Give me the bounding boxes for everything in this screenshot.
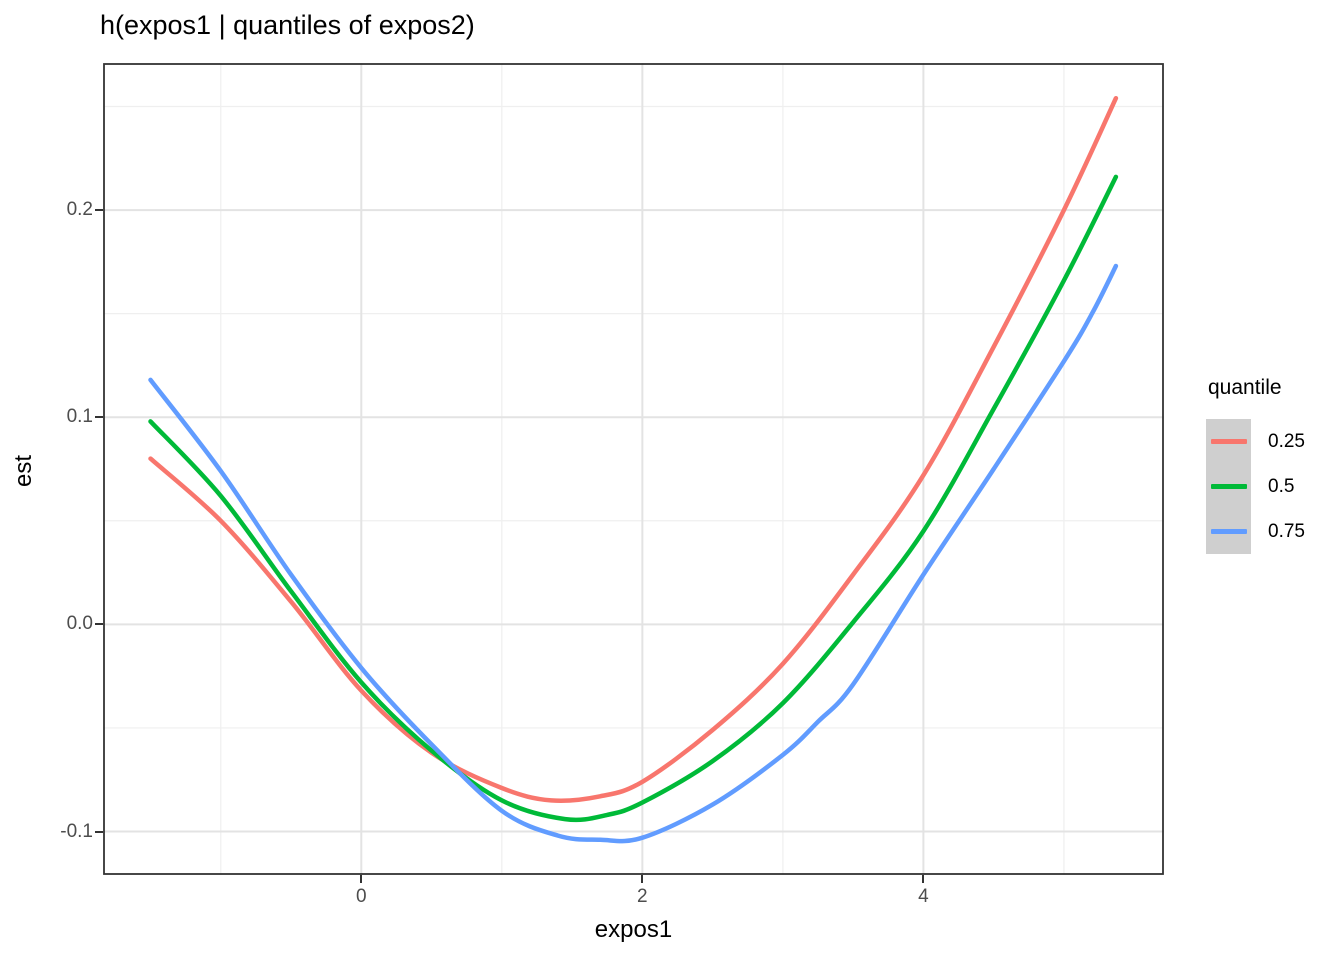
legend-label: 0.25 (1268, 430, 1305, 452)
legend-item-0.5: 0.5 (1206, 464, 1344, 509)
y-tick-mark (95, 830, 103, 833)
legend-title: quantile (1208, 376, 1282, 399)
y-tick-label: 0.2 (66, 199, 93, 221)
x-tick-mark (360, 875, 363, 883)
x-tick-label: 0 (355, 886, 367, 907)
series-line-0.5 (148, 174, 1119, 823)
legend-items: 0.25 0.5 0.75 (1206, 419, 1344, 554)
x-tick-mark (641, 875, 644, 883)
series-line-0.75 (148, 263, 1119, 844)
legend: quantile 0.25 0.5 0.75 (1206, 376, 1344, 554)
legend-label: 0.5 (1268, 475, 1295, 497)
plot-title: h(expos1 | quantiles of expos2) (100, 10, 475, 40)
y-tick-mark (95, 209, 103, 212)
panel-border (103, 63, 1164, 875)
plot-panel (103, 63, 1164, 875)
x-tick-mark (922, 875, 925, 883)
series-line-0.25 (148, 95, 1119, 804)
y-tick-label: 0.1 (66, 406, 93, 428)
x-axis-title: expos1 (594, 916, 673, 943)
y-tick-label: 0.0 (66, 613, 93, 635)
legend-key-line (1211, 484, 1247, 489)
legend-item-0.25: 0.25 (1206, 419, 1344, 464)
legend-key (1206, 464, 1251, 509)
y-tick-mark (95, 623, 103, 626)
x-tick-label: 4 (918, 886, 929, 907)
legend-key-line (1211, 529, 1247, 534)
legend-key-line (1211, 439, 1247, 444)
y-tick-label: -0.1 (60, 820, 93, 842)
x-tick-label: 2 (637, 886, 648, 907)
legend-label: 0.75 (1268, 520, 1305, 542)
y-tick-mark (95, 416, 103, 419)
y-axis-title: est (10, 455, 37, 488)
legend-item-0.75: 0.75 (1206, 509, 1344, 554)
legend-key (1206, 509, 1251, 554)
legend-key (1206, 419, 1251, 464)
